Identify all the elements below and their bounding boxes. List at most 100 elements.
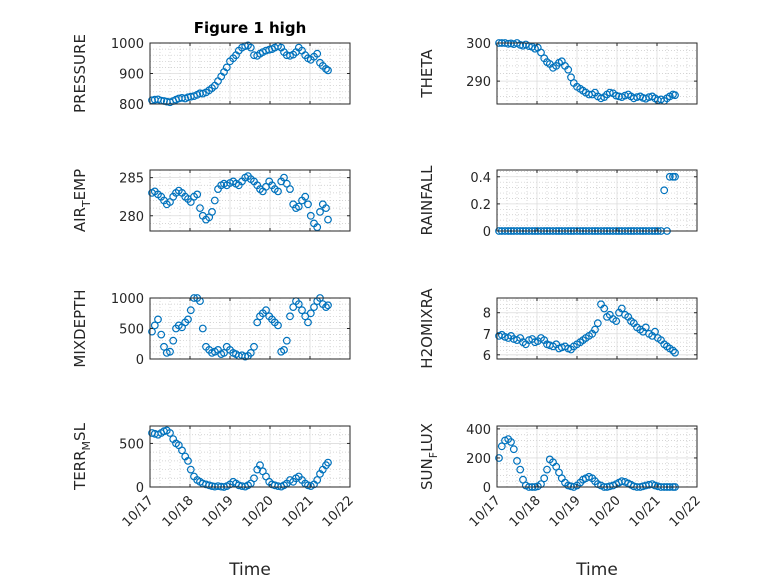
data-point [304, 318, 312, 327]
y-axis-label: AIRTEMP [71, 169, 93, 232]
data-point [184, 315, 192, 324]
data-point [605, 88, 614, 97]
x-tick-label: 10/17 [467, 493, 504, 530]
x-tick-label: 10/22 [320, 493, 357, 530]
data-point [304, 200, 312, 209]
axes-box [496, 42, 698, 105]
subplot-7: 0 500 TERRMSL 10/17 10/18 10/19 10/20 10/21 10/2… [71, 422, 357, 580]
y-tick-label: 1000 [111, 37, 144, 52]
y-axis-label: SUNFLUX [418, 423, 440, 490]
subplot-2: 290 300 THETA [418, 37, 698, 105]
data-point [274, 187, 282, 196]
data-point [298, 306, 306, 315]
y-tick-label: 285 [119, 172, 144, 187]
data-point [593, 319, 602, 328]
y-tick-label: 280 [119, 210, 144, 225]
subplot-5: 0 500 1000 MIXDEPTH [71, 289, 351, 368]
x-axis-label: Time [228, 560, 271, 580]
subplot-8: 0 200 400 SUNFLUX 10/17 10/18 10/19 10/20 10/21 1… [418, 423, 704, 580]
x-axis-label: Time [575, 560, 618, 580]
data-point [537, 48, 545, 57]
data-series [495, 300, 679, 357]
axes-box [496, 297, 698, 360]
x-tick-label: 10/17 [120, 493, 157, 530]
data-series [495, 39, 679, 105]
y-tick-label: 6 [483, 349, 491, 364]
data-series [148, 426, 332, 491]
data-point [665, 172, 674, 181]
data-point [250, 474, 258, 483]
y-tick-label: 0 [483, 225, 491, 240]
data-point [671, 91, 679, 100]
data-point [166, 429, 174, 437]
data-point [497, 442, 506, 451]
y-axis-label: RAINFALL [418, 165, 436, 236]
x-tick-label: 10/20 [587, 493, 624, 530]
data-point [280, 173, 288, 182]
data-point [193, 190, 202, 199]
data-point [669, 346, 677, 355]
y-tick-label: 900 [119, 68, 144, 83]
data-point [306, 211, 315, 220]
data-point [210, 196, 219, 205]
x-tick-label: 10/21 [627, 493, 664, 530]
y-axis-label: PRESSURE [71, 34, 89, 113]
data-point [184, 457, 192, 465]
data-point [282, 336, 291, 345]
data-point [286, 185, 294, 194]
subplot-6: 6 7 8 H2OMIXRA [418, 288, 698, 369]
y-tick-label: 290 [466, 75, 491, 90]
y-tick-label: 1000 [111, 292, 144, 307]
data-point [641, 323, 650, 332]
data-point [256, 461, 264, 470]
y-tick-label: 0.4 [470, 171, 491, 186]
data-point [280, 346, 288, 354]
data-point [509, 445, 518, 454]
data-point [306, 309, 315, 318]
data-point [324, 215, 332, 224]
data-point [246, 43, 255, 52]
data-point [310, 303, 318, 312]
data-point [600, 304, 609, 313]
data-point [294, 202, 303, 211]
data-point [513, 457, 521, 465]
data-point [591, 325, 599, 334]
data-point [617, 304, 626, 313]
y-tick-label: 0 [483, 481, 491, 496]
data-point [322, 204, 330, 213]
data-point [274, 321, 282, 330]
data-point [208, 207, 216, 216]
subplot-3: 280 285 AIRTEMP [71, 169, 351, 232]
y-axis-label: THETA [418, 49, 436, 99]
y-tick-label: 200 [466, 452, 491, 467]
data-point [186, 306, 195, 315]
data-point [160, 342, 168, 351]
data-point [169, 336, 178, 345]
y-axis-label: H2OMIXRA [418, 288, 436, 369]
data-point [322, 64, 330, 73]
data-point [543, 465, 551, 474]
data-point [196, 204, 204, 213]
x-tick-label: 10/21 [280, 493, 317, 530]
data-point [651, 327, 659, 336]
data-point [660, 186, 669, 195]
data-point [507, 438, 515, 446]
y-tick-label: 500 [119, 323, 144, 338]
data-point [322, 303, 330, 312]
y-tick-label: 8 [483, 307, 491, 322]
y-tick-label: 300 [466, 37, 491, 52]
data-point [246, 349, 255, 357]
data-point [157, 330, 166, 339]
chart-title: Figure 1 high [194, 19, 307, 37]
x-tick-label: 10/22 [667, 493, 704, 530]
y-axis-label: TERRMSL [71, 422, 93, 491]
data-point [186, 465, 195, 474]
y-tick-label: 500 [119, 437, 144, 452]
data-point [313, 49, 322, 58]
x-tick-label: 10/19 [547, 493, 584, 530]
y-tick-label: 0 [136, 353, 144, 368]
data-point [286, 312, 294, 321]
data-point [208, 482, 216, 491]
data-point [198, 324, 207, 333]
data-point [250, 342, 258, 351]
